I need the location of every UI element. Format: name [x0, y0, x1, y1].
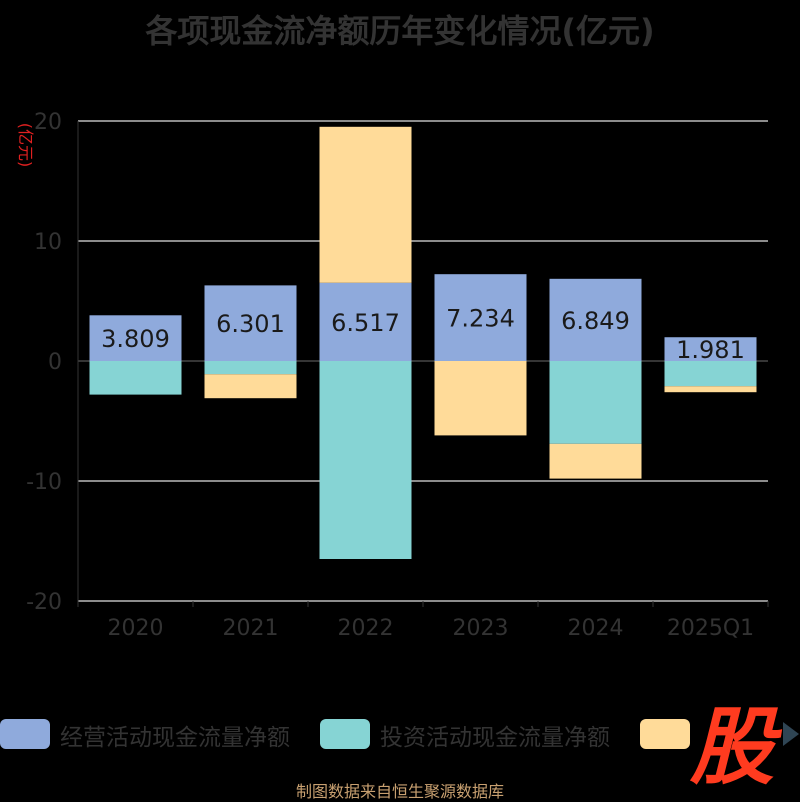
y-tick-label: 0: [48, 350, 62, 375]
grid-lines: [77, 120, 768, 602]
data-labels: 3.809 6.301 6.517 7.234 6.849 1.981: [101, 305, 745, 365]
x-tick-label: 2023: [453, 616, 509, 641]
legend-swatch-investing: [320, 719, 370, 749]
y-axis-label: (亿元): [16, 123, 35, 168]
bar-segment[interactable]: [204, 361, 297, 375]
y-tick-label: 20: [34, 110, 62, 135]
legend-label-operating: 经营活动现金流量净额: [60, 725, 290, 751]
bar-segment[interactable]: [319, 126, 412, 283]
bar-segment[interactable]: [664, 386, 757, 393]
data-source-note: 制图数据来自恒生聚源数据库: [295, 782, 504, 801]
y-tick-label: 10: [34, 230, 62, 255]
x-axis: 2020 2021 2022 2023 2024 2025Q1: [77, 601, 769, 641]
legend: 经营活动现金流量净额 投资活动现金流量净额: [0, 716, 800, 752]
chart-title: 各项现金流净额历年变化情况(亿元): [145, 12, 655, 50]
data-label: 6.301: [216, 310, 285, 338]
x-tick-label: 2020: [108, 616, 164, 641]
legend-swatch-operating: [0, 719, 50, 749]
x-tick-label: 2021: [223, 616, 279, 641]
bar-segment[interactable]: [664, 337, 757, 361]
brand-logo: 股: [690, 698, 775, 796]
bar-segment[interactable]: [549, 443, 642, 479]
bar-segment[interactable]: [549, 361, 642, 444]
data-label: 7.234: [446, 305, 515, 333]
bar-segment[interactable]: [664, 361, 757, 387]
y-tick-label: -20: [26, 590, 62, 615]
y-tick-label: -10: [26, 470, 62, 495]
data-label: 1.981: [676, 336, 745, 364]
data-label: 6.517: [331, 309, 400, 337]
bar-segment[interactable]: [319, 282, 412, 361]
bar-segment[interactable]: [319, 361, 412, 559]
legend-label-investing: 投资活动现金流量净额: [380, 725, 610, 751]
y-axis-ticks: 20 10 0 -10 -20: [26, 110, 62, 615]
bar-segment[interactable]: [89, 361, 182, 395]
bar-segment[interactable]: [89, 315, 182, 361]
bar-segment[interactable]: [549, 278, 642, 361]
data-label: 6.849: [561, 307, 630, 335]
bar-segment[interactable]: [434, 274, 527, 361]
data-label: 3.809: [101, 325, 170, 353]
legend-swatch-financing: [640, 719, 690, 749]
bar-segment[interactable]: [434, 361, 527, 436]
x-tick-label: 2025Q1: [667, 616, 754, 641]
legend-next-arrow-icon[interactable]: [783, 722, 799, 746]
bar-segment[interactable]: [204, 285, 297, 361]
bars: [89, 126, 757, 559]
bar-segment[interactable]: [204, 374, 297, 399]
x-tick-label: 2022: [338, 616, 394, 641]
x-tick-label: 2024: [568, 616, 624, 641]
